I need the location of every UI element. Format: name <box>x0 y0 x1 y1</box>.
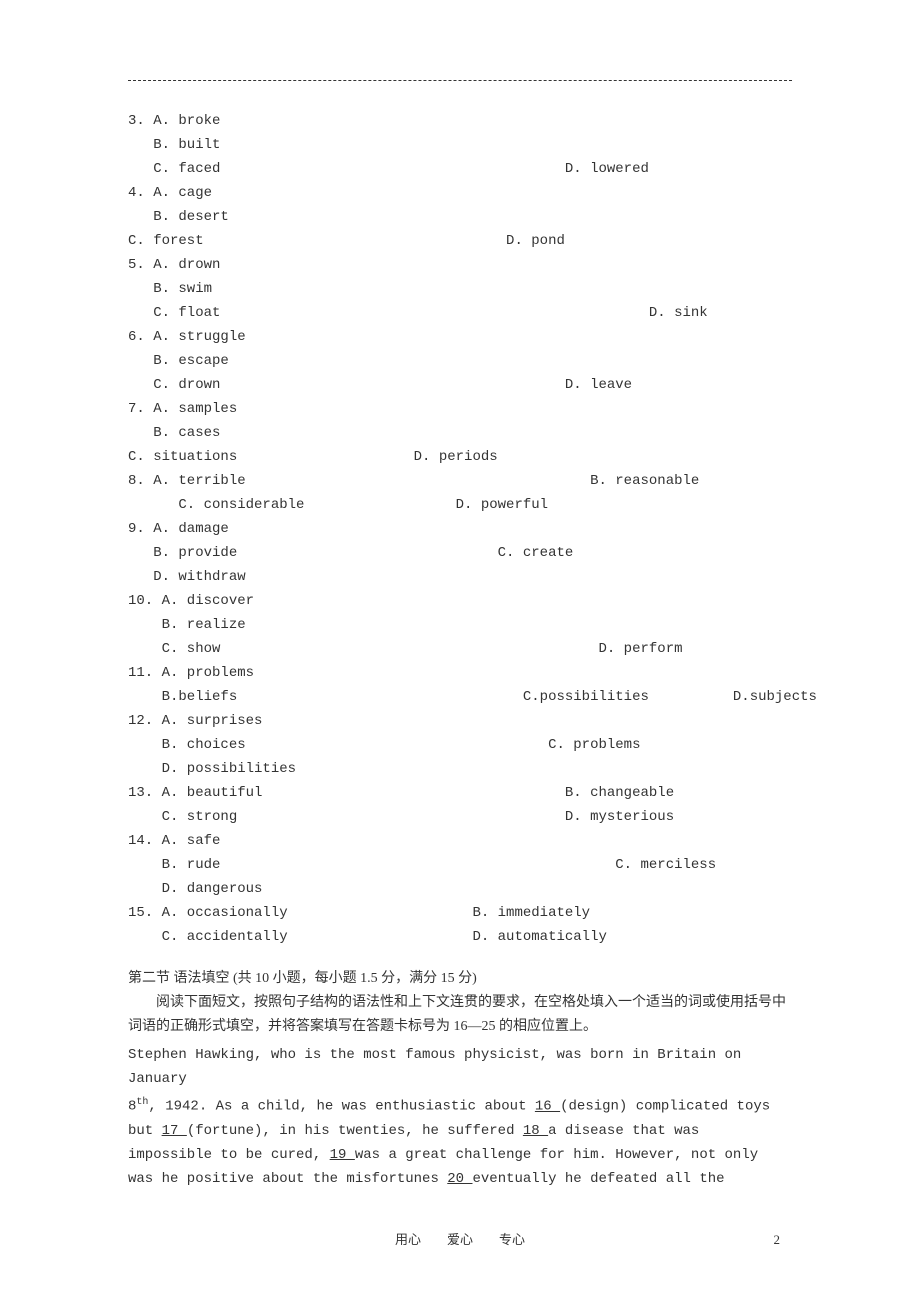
question-line: B. swim <box>128 277 792 301</box>
question-line: 7. A. samples <box>128 397 792 421</box>
passage-line: but 17 (fortune), in his twenties, he su… <box>128 1119 792 1143</box>
passage-line: impossible to be cured, 19 was a great c… <box>128 1143 792 1167</box>
question-line: C. drown D. leave <box>128 373 792 397</box>
page-container: 3. A. broke B. built C. faced D. lowered… <box>0 0 920 1231</box>
footer: 用心 爱心 专心 <box>0 1229 920 1248</box>
question-line: 8. A. terrible B. reasonable <box>128 469 792 493</box>
page-number: 2 <box>774 1232 781 1248</box>
question-line: C. situations D. periods <box>128 445 792 469</box>
passage-body: Stephen Hawking, who is the most famous … <box>128 1043 792 1191</box>
question-line: 11. A. problems <box>128 661 792 685</box>
question-line: B. choices C. problems <box>128 733 792 757</box>
question-line: 14. A. safe <box>128 829 792 853</box>
question-line: 13. A. beautiful B. changeable <box>128 781 792 805</box>
question-line: 6. A. struggle <box>128 325 792 349</box>
header-divider <box>128 80 792 81</box>
question-line: 10. A. discover <box>128 589 792 613</box>
question-line: D. withdraw <box>128 565 792 589</box>
passage-line: Stephen Hawking, who is the most famous … <box>128 1043 792 1091</box>
question-line: C. faced D. lowered <box>128 157 792 181</box>
questions-block: 3. A. broke B. built C. faced D. lowered… <box>128 109 792 949</box>
question-line: 5. A. drown <box>128 253 792 277</box>
question-line: 4. A. cage <box>128 181 792 205</box>
passage-line: 8th, 1942. As a child, he was enthusiast… <box>128 1091 792 1119</box>
question-line: B. escape <box>128 349 792 373</box>
question-line: B. realize <box>128 613 792 637</box>
question-line: C. strong D. mysterious <box>128 805 792 829</box>
question-line: B. rude C. merciless <box>128 853 792 877</box>
question-line: B.beliefs C.possibilities D.subjects <box>128 685 792 709</box>
question-line: C. float D. sink <box>128 301 792 325</box>
section2-instruction: 阅读下面短文，按照句子结构的语法性和上下文连贯的要求，在空格处填入一个适当的词或… <box>128 991 792 1039</box>
passage-line: was he positive about the misfortunes 20… <box>128 1167 792 1191</box>
question-line: B. cases <box>128 421 792 445</box>
question-line: D. possibilities <box>128 757 792 781</box>
question-line: 3. A. broke <box>128 109 792 133</box>
section2-title: 第二节 语法填空 (共 10 小题，每小题 1.5 分，满分 15 分) <box>128 967 792 991</box>
question-line: C. considerable D. powerful <box>128 493 792 517</box>
question-line: B. desert <box>128 205 792 229</box>
question-line: D. dangerous <box>128 877 792 901</box>
question-line: 15. A. occasionally B. immediately <box>128 901 792 925</box>
question-line: 9. A. damage <box>128 517 792 541</box>
question-line: C. forest D. pond <box>128 229 792 253</box>
question-line: B. built <box>128 133 792 157</box>
question-line: 12. A. surprises <box>128 709 792 733</box>
question-line: C. show D. perform <box>128 637 792 661</box>
question-line: C. accidentally D. automatically <box>128 925 792 949</box>
question-line: B. provide C. create <box>128 541 792 565</box>
footer-text: 用心 爱心 专心 <box>395 1232 525 1247</box>
